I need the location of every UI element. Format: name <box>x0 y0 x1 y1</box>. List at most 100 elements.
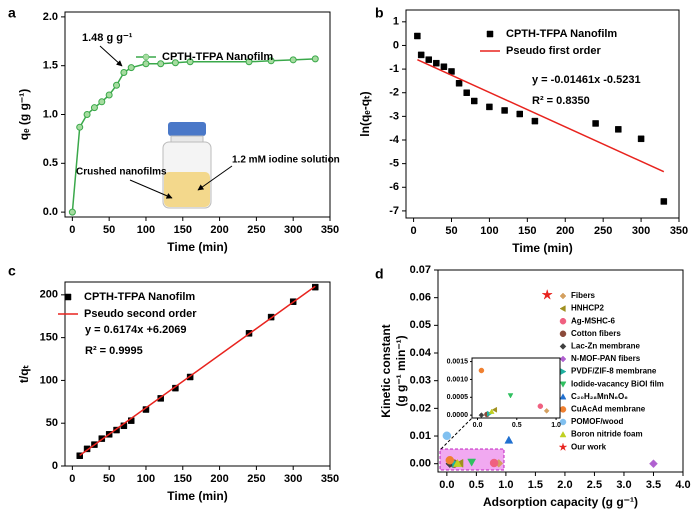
x-axis-label: Time (min) <box>167 489 227 503</box>
data-point <box>649 459 658 469</box>
panel-label: b <box>375 5 384 21</box>
data-point <box>76 123 84 131</box>
y-tick-label: -4 <box>389 134 400 146</box>
x-tick-label: 0.5 <box>469 479 484 491</box>
legend-label: HNHCP2 <box>571 304 604 313</box>
data-point <box>157 60 165 68</box>
annotation-arrow <box>129 179 173 199</box>
x-tick-label: 0 <box>69 224 75 236</box>
annotation: y = -0.01461x -0.5231 <box>532 74 641 86</box>
data-point <box>90 104 98 112</box>
x-tick-label: 3.0 <box>616 479 631 491</box>
data-point <box>105 91 113 99</box>
y-tick-label: 0.06 <box>410 292 431 304</box>
y-tick-label: 0.00 <box>410 458 431 470</box>
plot-frame <box>437 269 684 473</box>
y-tick-label: 0.04 <box>410 347 432 359</box>
x-tick-label: 50 <box>103 224 115 236</box>
vial <box>162 122 212 209</box>
data-point <box>541 288 554 300</box>
legend-marker <box>64 293 72 301</box>
y-tick-label: 0.05 <box>410 319 431 331</box>
legend-label: CuAcAd membrane <box>571 405 646 414</box>
legend-label: C₂₀H₂₈MnN₆O₆ <box>571 392 628 401</box>
x-tick-label: 100 <box>137 224 155 236</box>
data-point <box>442 431 452 440</box>
data-point <box>440 63 448 70</box>
y-tick-label: 0.07 <box>410 264 431 276</box>
x-tick-label: 150 <box>174 224 192 236</box>
y-axis-label: Kinetic constant <box>379 324 393 417</box>
legend-marker <box>560 368 567 376</box>
y-tick-label: 1 <box>393 16 399 28</box>
x-tick-label: 150 <box>518 225 536 237</box>
x-tick-label: 2.5 <box>587 479 602 491</box>
zoom-connector <box>440 417 473 450</box>
x-tick-label: 150 <box>174 473 192 485</box>
legend-marker <box>559 431 567 438</box>
x-tick-label: 250 <box>247 224 265 236</box>
data-point <box>463 89 470 96</box>
y-tick-label: 0 <box>52 460 58 472</box>
x-tick-label: 1.0 <box>498 479 513 491</box>
x-tick-label: 50 <box>103 473 115 485</box>
x-tick-label: 0 <box>69 473 75 485</box>
x-tick-label: 0.0 <box>439 479 454 491</box>
y-tick-label: -7 <box>389 205 399 217</box>
x-axis-label: Adsorption capacity (g g⁻¹) <box>483 495 638 509</box>
plot-frame <box>405 9 680 219</box>
legend-marker <box>559 381 567 388</box>
data-point <box>543 408 550 414</box>
y-axis-label: ln(qₑ-qₜ) <box>358 91 372 136</box>
data-point <box>425 56 432 63</box>
y-tick-label: 1.5 <box>43 60 58 72</box>
y-tick-label: 150 <box>40 332 58 344</box>
x-tick-label: 1.5 <box>528 479 543 491</box>
y-tick-label: 200 <box>40 289 58 301</box>
data-point <box>311 55 319 63</box>
legend-label: POMOF/wood <box>571 417 624 426</box>
data-point <box>83 111 91 118</box>
plot-frame <box>64 281 331 467</box>
data-point <box>504 435 514 444</box>
data-point <box>68 208 76 216</box>
data-point <box>471 97 478 105</box>
x-tick-label: 1.0 <box>551 422 561 429</box>
x-tick-label: 300 <box>284 224 302 236</box>
y-tick-label: -2 <box>389 87 399 99</box>
x-tick-label: 250 <box>247 473 265 485</box>
legend-label: CPTH-TFPA Nanofilm <box>162 51 273 63</box>
panel-label: d <box>375 266 384 282</box>
series-line <box>79 285 316 456</box>
data-point <box>501 107 508 114</box>
legend-marker <box>142 53 150 61</box>
data-point <box>120 69 128 76</box>
data-point <box>660 198 668 205</box>
x-tick-label: 250 <box>594 225 612 237</box>
data-point <box>289 56 297 64</box>
x-tick-label: 0 <box>411 225 417 237</box>
annotation-arrow <box>99 45 123 67</box>
x-tick-label: 50 <box>445 225 457 237</box>
data-point <box>467 458 477 467</box>
legend-label: Lac-Zn membrane <box>571 342 640 351</box>
data-point <box>507 393 514 399</box>
data-point <box>491 406 498 413</box>
y-tick-label: 1.0 <box>43 108 58 120</box>
legend-label: Cotton fibers <box>571 329 621 338</box>
data-point <box>455 80 463 87</box>
data-point <box>516 110 523 118</box>
y-axis-label: qₑ (g g⁻¹) <box>17 89 31 141</box>
legend-label: Boron nitride foam <box>571 430 643 439</box>
y-tick-label: -6 <box>389 181 399 193</box>
x-tick-label: 100 <box>480 225 498 237</box>
data-point <box>267 57 275 65</box>
data-point <box>433 59 440 67</box>
y-tick-label: 0.03 <box>410 375 431 387</box>
legend-marker <box>559 330 567 337</box>
annotation: R² = 0.9995 <box>85 345 143 357</box>
x-tick-label: 200 <box>210 473 228 485</box>
legend-label: Pseudo second order <box>84 308 197 320</box>
legend-label: Pseudo first order <box>506 45 601 57</box>
